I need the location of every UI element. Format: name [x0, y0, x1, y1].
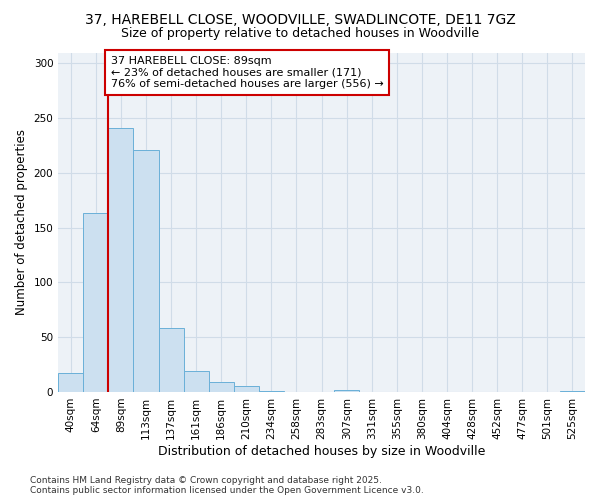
Bar	[334, 390, 359, 392]
Text: Contains HM Land Registry data © Crown copyright and database right 2025.
Contai: Contains HM Land Registry data © Crown c…	[30, 476, 424, 495]
Y-axis label: Number of detached properties: Number of detached properties	[15, 129, 28, 315]
Bar	[158, 328, 184, 392]
Text: Size of property relative to detached houses in Woodville: Size of property relative to detached ho…	[121, 28, 479, 40]
Bar	[234, 386, 259, 392]
Text: 37, HAREBELL CLOSE, WOODVILLE, SWADLINCOTE, DE11 7GZ: 37, HAREBELL CLOSE, WOODVILLE, SWADLINCO…	[85, 12, 515, 26]
X-axis label: Distribution of detached houses by size in Woodville: Distribution of detached houses by size …	[158, 444, 485, 458]
Bar	[109, 128, 133, 392]
Bar	[209, 382, 234, 392]
Bar	[259, 391, 284, 392]
Bar	[58, 374, 83, 392]
Text: 37 HAREBELL CLOSE: 89sqm
← 23% of detached houses are smaller (171)
76% of semi-: 37 HAREBELL CLOSE: 89sqm ← 23% of detach…	[111, 56, 383, 89]
Bar	[133, 150, 158, 392]
Bar	[83, 214, 109, 392]
Bar	[184, 371, 209, 392]
Bar	[560, 391, 585, 392]
